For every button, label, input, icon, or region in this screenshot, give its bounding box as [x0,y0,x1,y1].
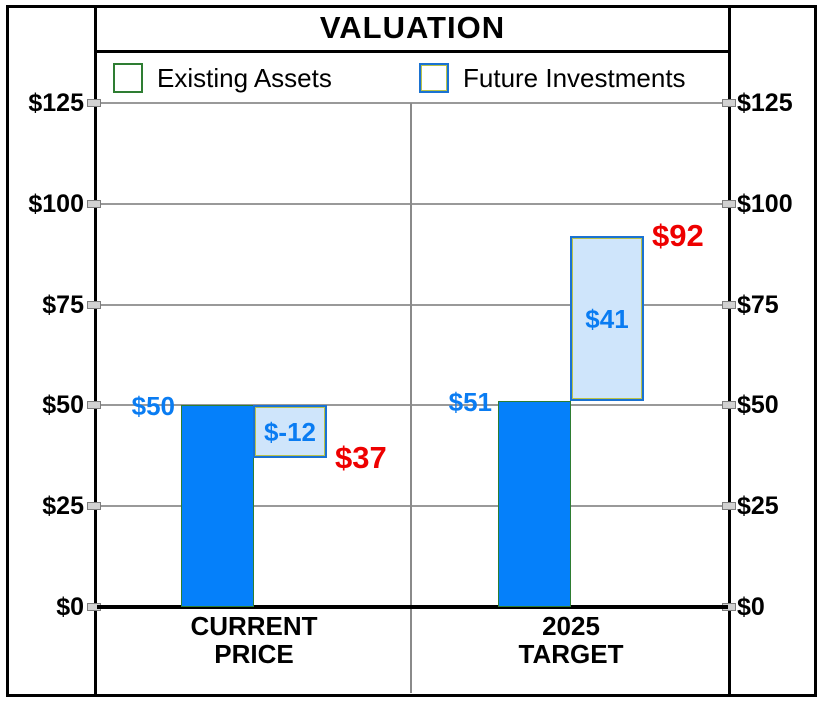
gridline-75 [97,303,728,306]
chart-outer-border [6,5,817,697]
existing-value-label-0: $50 [131,391,175,422]
right-tick-label-0: $0 [737,593,765,621]
future-value-label-0: $-12 [263,416,317,447]
right-tick-label-75: $75 [737,290,779,319]
left-tick-label-50: $50 [42,391,84,420]
chart-title: VALUATION [319,10,506,45]
title-separator-line [94,50,731,53]
left-tick-label-0: $0 [56,593,84,621]
gridline-50 [97,404,728,407]
existing-value-label-1: $51 [448,387,492,418]
left-tick-label-100: $100 [28,189,84,218]
legend-item-future-investments: Future Investments [419,61,686,95]
legend-label-future-investments: Future Investments [463,62,686,93]
left-tick-125 [87,99,101,107]
existing-assets-bar-1 [498,401,571,607]
gridline-125 [97,102,728,104]
right-axis-line [728,5,731,694]
total-label-1: $92 [652,218,704,254]
existing-assets-swatch [113,63,143,93]
gridline-25 [97,505,728,508]
total-label-0: $37 [335,439,387,475]
left-tick-label-125: $125 [28,89,84,117]
gridline-100 [97,202,728,205]
right-tick-125 [722,99,736,107]
left-tick-label-25: $25 [42,492,84,521]
right-tick-label-50: $50 [737,391,779,420]
future-investments-bar-1 [570,236,644,402]
future-investments-swatch [419,63,449,93]
right-tick-100 [722,199,736,208]
left-tick-label-75: $75 [42,290,84,319]
category-label-0: CURRENT PRICE [104,612,404,668]
left-tick-100 [87,199,101,208]
left-tick-25 [87,502,101,511]
category-label-line: 2025 [542,611,600,641]
legend-item-existing-assets: Existing Assets [113,61,332,95]
category-divider-line [410,103,412,693]
category-label-line: CURRENT [190,611,318,641]
right-tick-label-125: $125 [737,89,793,117]
legend-label-existing-assets: Existing Assets [157,62,332,93]
left-tick-75 [87,300,101,309]
right-tick-75 [722,300,736,309]
right-tick-50 [722,401,736,410]
right-tick-25 [722,502,736,511]
category-label-line: PRICE [214,639,294,669]
right-tick-label-25: $25 [737,492,779,521]
category-label-line: TARGET [518,639,624,669]
existing-assets-bar-0 [181,405,254,607]
category-label-1: 2025 TARGET [421,612,721,668]
left-axis-line [94,5,97,694]
future-investments-bar-0 [253,405,327,458]
zero-baseline [97,605,728,609]
future-value-label-1: $41 [585,303,629,334]
right-tick-label-100: $100 [737,189,793,218]
left-tick-50 [87,401,101,410]
